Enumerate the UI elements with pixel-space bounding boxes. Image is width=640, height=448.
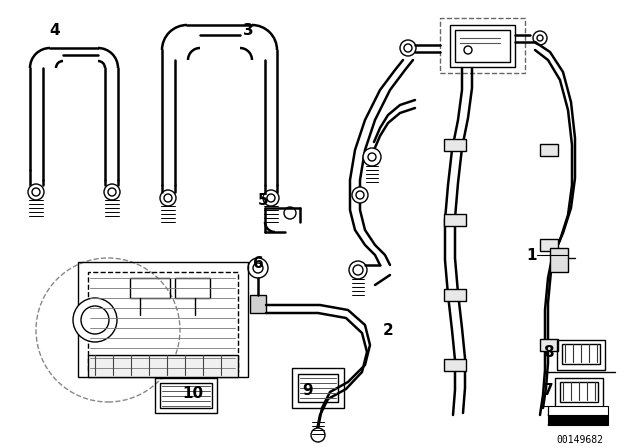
Circle shape bbox=[32, 188, 40, 196]
Circle shape bbox=[356, 191, 364, 199]
Circle shape bbox=[253, 263, 263, 273]
Circle shape bbox=[284, 207, 296, 219]
Bar bbox=[555, 378, 603, 408]
Bar bbox=[88, 272, 238, 372]
Circle shape bbox=[368, 153, 376, 161]
Bar bbox=[444, 139, 466, 151]
Circle shape bbox=[164, 194, 172, 202]
Bar bbox=[155, 378, 217, 413]
Bar bbox=[440, 18, 525, 73]
Text: 9: 9 bbox=[303, 383, 314, 397]
Bar bbox=[444, 359, 466, 371]
Bar bbox=[175, 278, 210, 298]
Circle shape bbox=[108, 188, 116, 196]
Text: 1: 1 bbox=[527, 247, 537, 263]
Bar bbox=[160, 383, 212, 408]
Bar bbox=[557, 340, 605, 370]
Text: 6: 6 bbox=[253, 255, 264, 271]
Circle shape bbox=[533, 31, 547, 45]
Circle shape bbox=[353, 265, 363, 275]
Text: 4: 4 bbox=[50, 22, 60, 38]
Text: 3: 3 bbox=[243, 22, 253, 38]
Bar bbox=[548, 406, 608, 415]
Bar bbox=[130, 278, 170, 298]
Bar bbox=[88, 355, 238, 377]
Circle shape bbox=[400, 40, 416, 56]
Circle shape bbox=[311, 428, 325, 442]
Circle shape bbox=[349, 261, 367, 279]
Circle shape bbox=[352, 187, 368, 203]
Circle shape bbox=[104, 184, 120, 200]
Circle shape bbox=[73, 298, 117, 342]
Text: 5: 5 bbox=[258, 193, 268, 207]
Circle shape bbox=[263, 190, 279, 206]
Circle shape bbox=[267, 194, 275, 202]
Circle shape bbox=[464, 46, 472, 54]
Bar bbox=[562, 344, 600, 364]
Circle shape bbox=[248, 258, 268, 278]
Circle shape bbox=[537, 35, 543, 41]
Bar bbox=[540, 144, 558, 156]
Circle shape bbox=[160, 190, 176, 206]
Text: 8: 8 bbox=[543, 345, 554, 359]
Circle shape bbox=[404, 44, 412, 52]
Bar bbox=[450, 25, 515, 67]
Bar bbox=[455, 30, 510, 62]
Bar bbox=[444, 214, 466, 226]
Circle shape bbox=[363, 148, 381, 166]
Bar bbox=[540, 239, 558, 251]
Text: 2: 2 bbox=[383, 323, 394, 337]
Bar bbox=[444, 289, 466, 301]
Text: 10: 10 bbox=[182, 385, 204, 401]
Text: 00149682: 00149682 bbox=[557, 435, 604, 445]
Bar bbox=[298, 374, 338, 402]
Circle shape bbox=[28, 184, 44, 200]
Bar bbox=[548, 415, 608, 425]
Bar bbox=[560, 382, 598, 402]
Bar bbox=[250, 295, 266, 313]
Circle shape bbox=[81, 306, 109, 334]
Bar bbox=[550, 248, 568, 272]
Text: 7: 7 bbox=[543, 383, 554, 397]
Bar bbox=[292, 368, 344, 408]
Bar bbox=[540, 339, 558, 351]
Bar bbox=[78, 262, 248, 377]
